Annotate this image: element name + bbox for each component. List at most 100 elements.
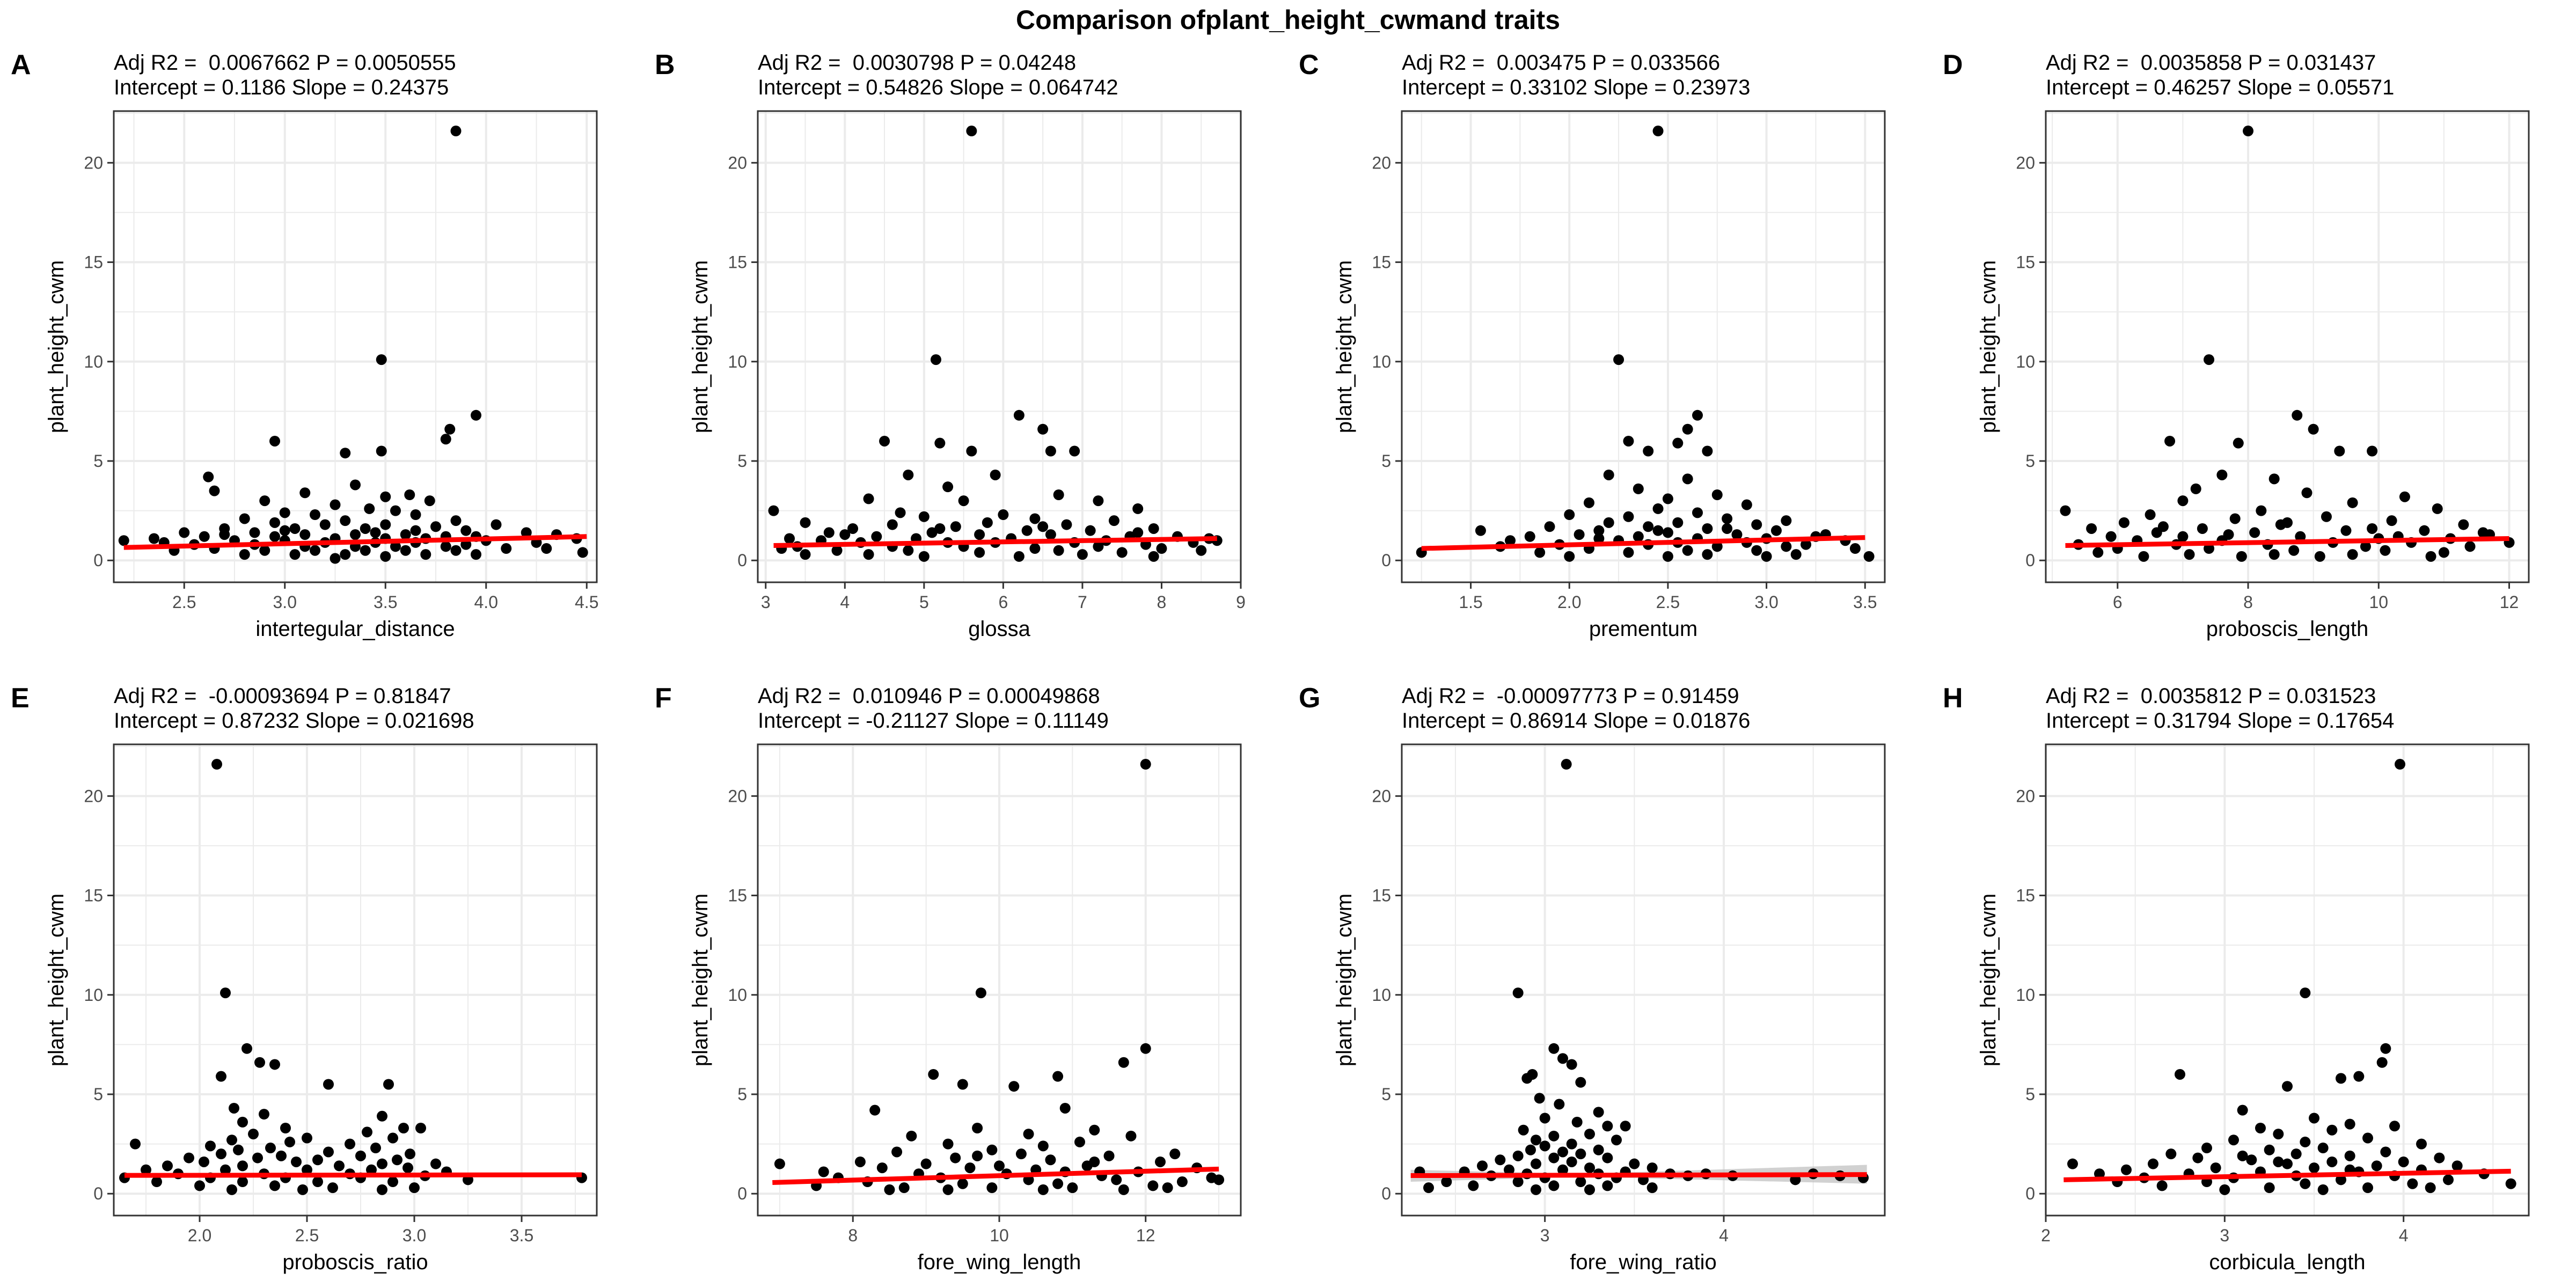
data-point [2177,531,2189,542]
x-tick-label: 2.5 [1656,592,1680,612]
data-point [1646,1182,1658,1194]
data-point [1548,1152,1560,1163]
data-point [1085,525,1096,536]
data-point [390,541,401,552]
data-point [871,531,882,542]
plot-background [2046,111,2529,582]
data-point [942,1138,954,1150]
x-tick-label: 7 [1078,592,1087,612]
data-point [2190,483,2201,494]
stats-line-r2-p: Adj R2 = 0.0035858 P = 0.031437 [2046,51,2376,75]
y-tick-label: 10 [2016,985,2035,1005]
y-tick-label: 5 [1381,451,1391,471]
data-point [310,545,320,556]
data-point [2360,541,2371,552]
data-point [521,527,532,538]
data-point [966,126,977,137]
data-point [930,354,941,365]
data-point [249,527,260,538]
data-point [383,1079,394,1090]
x-tick-label: 4 [1719,1226,1729,1245]
data-point [2419,525,2430,536]
data-point [1108,515,1119,526]
data-point [1534,547,1546,558]
stats-line-intercept-slope: Intercept = 0.87232 Slope = 0.021698 [114,709,474,733]
data-point [2094,1168,2105,1180]
y-axis-title: plant_height_cwm [1977,260,2000,433]
data-point [398,1122,409,1133]
data-point [2380,545,2391,556]
data-point [2336,1174,2346,1185]
data-point [2138,551,2149,562]
data-point [259,1109,269,1120]
data-point [2219,1184,2230,1195]
data-point [926,527,938,538]
data-point [1849,543,1861,554]
y-tick-label: 5 [93,1085,103,1104]
data-point [887,519,898,530]
data-point [377,1158,387,1169]
data-point [918,511,930,522]
data-point [1495,1154,1506,1166]
data-point [1584,1129,1595,1140]
data-point [1013,551,1024,562]
stats-line-r2-p: Adj R2 = 0.003475 P = 0.033566 [1402,51,1721,75]
data-point [928,1069,939,1080]
data-point [1176,1176,1188,1188]
data-point [942,1184,954,1195]
data-point [2367,445,2378,457]
data-point [1781,515,1792,526]
data-point [1593,1107,1604,1118]
data-point [355,1150,366,1161]
data-point [440,541,451,552]
data-point [1468,1180,1479,1191]
data-point [1561,759,1572,770]
data-point [345,1138,355,1150]
stats-line-r2-p: Adj R2 = 0.0067662 P = 0.0050555 [114,51,456,75]
data-point [1623,547,1634,558]
data-point [1169,1148,1181,1160]
data-point [2175,1069,2185,1080]
panel-g: G Adj R2 = -0.00097773 P = 0.91459 Interce… [1288,641,1932,1275]
data-point [1682,473,1693,485]
data-point [2204,543,2215,554]
data-point [1566,1059,1577,1070]
data-point [1089,1124,1100,1136]
data-point [2344,1150,2355,1161]
data-point [334,1160,345,1172]
data-point [276,1150,287,1161]
data-point [289,549,301,560]
data-point [768,505,779,516]
data-point [279,525,290,536]
data-point [1593,533,1605,544]
regression-line [2065,536,2509,548]
data-point [1741,499,1752,510]
x-tick-label: 3.5 [374,592,397,612]
data-point [2389,1121,2400,1132]
data-point [239,549,250,560]
y-tick-label: 0 [2025,551,2035,570]
x-axis-title: proboscis_length [2206,617,2368,641]
data-point [1662,551,1673,562]
panel-e: E Adj R2 = -0.00093694 P = 0.81847 Interce… [0,641,644,1275]
data-point [2255,1122,2266,1133]
data-point [199,1156,209,1167]
x-tick-label: 3.0 [402,1226,426,1245]
data-point [2380,1146,2391,1158]
data-point [942,481,954,493]
data-point [241,1043,252,1054]
data-point [2451,1160,2463,1172]
x-tick-label: 10 [2369,592,2388,612]
data-point [1662,527,1673,538]
data-point [1643,521,1654,532]
data-point [1037,1184,1049,1195]
data-point [1074,1136,1085,1147]
data-point [265,1143,276,1154]
data-point [1053,545,1064,556]
y-tick-label: 0 [93,551,103,570]
y-tick-label: 0 [737,551,747,570]
plot-frame [1401,743,1886,1217]
data-point [1548,1043,1560,1054]
stats-line-intercept-slope: Intercept = 0.31794 Slope = 0.17654 [2046,709,2395,733]
panel-h: H Adj R2 = 0.0035812 P = 0.031523 Intercep… [1932,641,2576,1275]
